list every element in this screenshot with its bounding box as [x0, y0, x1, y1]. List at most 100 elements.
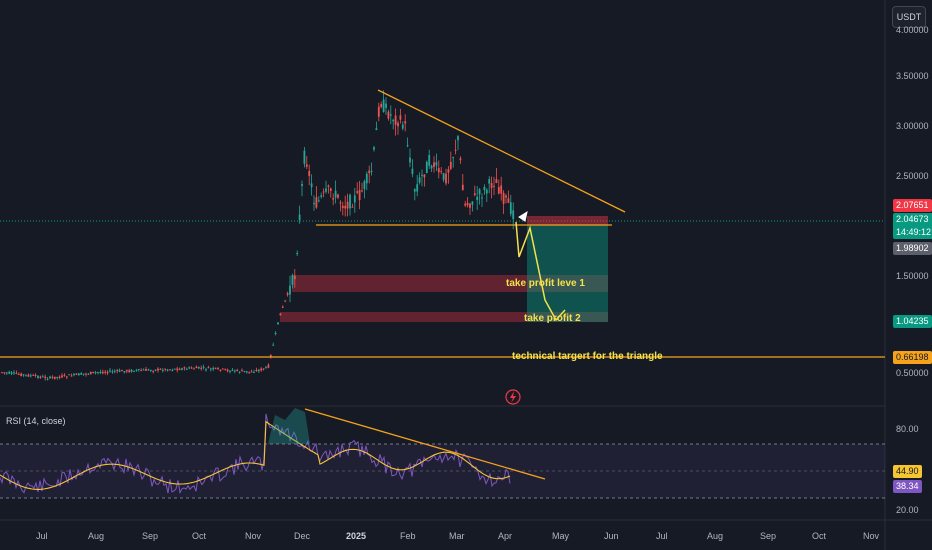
currency-button[interactable]: USDT: [892, 6, 926, 28]
candle-body: [229, 370, 231, 372]
time-tick: Mar: [449, 531, 465, 541]
candle-body: [500, 185, 503, 194]
candle-body: [459, 158, 462, 161]
candles: [1, 90, 515, 381]
candle-body: [159, 368, 162, 370]
candle-body: [169, 369, 171, 371]
candle-body: [267, 364, 270, 368]
candle-body: [238, 371, 241, 373]
candle-body: [310, 183, 313, 188]
candle-body: [512, 210, 515, 220]
candle-body: [296, 253, 299, 255]
candle-body: [457, 136, 459, 141]
candle-body: [29, 375, 32, 377]
candle-body: [392, 119, 395, 122]
candle-body: [34, 374, 37, 377]
candle-body: [37, 376, 39, 378]
candle-body: [495, 179, 498, 183]
candle-body: [137, 369, 140, 371]
price-tick: 3.00000: [896, 121, 929, 131]
time-tick: Apr: [498, 531, 513, 541]
candle-body: [226, 369, 229, 372]
candle-body: [373, 147, 375, 150]
candle-body: [171, 369, 174, 371]
candle-body: [464, 203, 467, 206]
candle-body: [377, 106, 380, 117]
candle-body: [145, 369, 147, 371]
candle-body: [154, 369, 157, 371]
candle-body: [406, 145, 409, 147]
position-marker: [518, 210, 528, 222]
candle-body: [80, 373, 83, 375]
candle-body: [471, 201, 474, 205]
candle-body: [339, 202, 342, 204]
candle-body: [353, 195, 356, 203]
candle-body: [430, 165, 433, 169]
candle-body: [56, 376, 59, 378]
candle-body: [121, 370, 123, 372]
candle-body: [262, 368, 265, 370]
candle-body: [214, 367, 217, 369]
candle-body: [293, 275, 296, 280]
candle-body: [301, 183, 303, 186]
candle-body: [507, 198, 510, 203]
candle-body: [219, 369, 222, 371]
candle-body: [389, 114, 392, 116]
candle-body: [397, 122, 399, 127]
time-tick: Dec: [294, 531, 311, 541]
candle-body: [255, 369, 258, 371]
candle-body: [245, 371, 248, 373]
candle-body: [329, 188, 332, 191]
candle-body: [118, 370, 121, 372]
flash-icon: [505, 389, 521, 405]
position-profit-area: [527, 225, 608, 322]
candle-body: [190, 367, 193, 369]
candle-body: [248, 371, 251, 373]
candle-body: [147, 369, 150, 371]
candle-body: [130, 369, 133, 372]
candle-body: [349, 194, 351, 209]
candle-body: [358, 189, 361, 201]
candle-body: [207, 367, 210, 369]
candle-body: [286, 293, 289, 295]
candle-body: [202, 366, 205, 368]
candle-body: [3, 372, 6, 374]
countdown: 14:49:12: [896, 227, 932, 237]
candle-body: [164, 368, 167, 370]
candle-body: [152, 371, 155, 373]
candle-body: [157, 368, 159, 371]
candle-body: [356, 191, 359, 193]
candle-body: [493, 185, 495, 187]
candle-body: [104, 371, 107, 373]
candle-body: [490, 183, 493, 188]
time-tick: Aug: [88, 531, 105, 541]
candle-body: [250, 371, 253, 373]
candle-body: [454, 149, 457, 151]
tp1-annotation[interactable]: take profit leve 1: [506, 278, 585, 289]
candle-body: [173, 368, 176, 370]
candle-body: [281, 306, 284, 308]
target-annotation[interactable]: technical targert for the triangle: [512, 351, 663, 362]
rsi-trendline: [304, 408, 546, 480]
candle-body: [51, 376, 54, 378]
candle-body: [401, 124, 404, 129]
candle-body: [505, 195, 507, 198]
candle-body: [217, 368, 219, 370]
candle-body: [274, 332, 277, 334]
candle-body: [224, 368, 227, 370]
candle-body: [385, 103, 387, 108]
candle-body: [327, 185, 330, 187]
candle-body: [133, 370, 135, 372]
candle-body: [437, 168, 440, 173]
candle-body: [46, 378, 49, 380]
candle-body: [205, 369, 207, 371]
candle-body: [17, 374, 20, 376]
time-tick: May: [552, 531, 570, 541]
candle-body: [185, 368, 188, 370]
tp2-annotation[interactable]: take profit 2: [524, 313, 581, 324]
rsi-title[interactable]: RSI (14, close): [6, 416, 66, 426]
candle-body: [53, 376, 56, 379]
candle-body: [279, 313, 282, 316]
